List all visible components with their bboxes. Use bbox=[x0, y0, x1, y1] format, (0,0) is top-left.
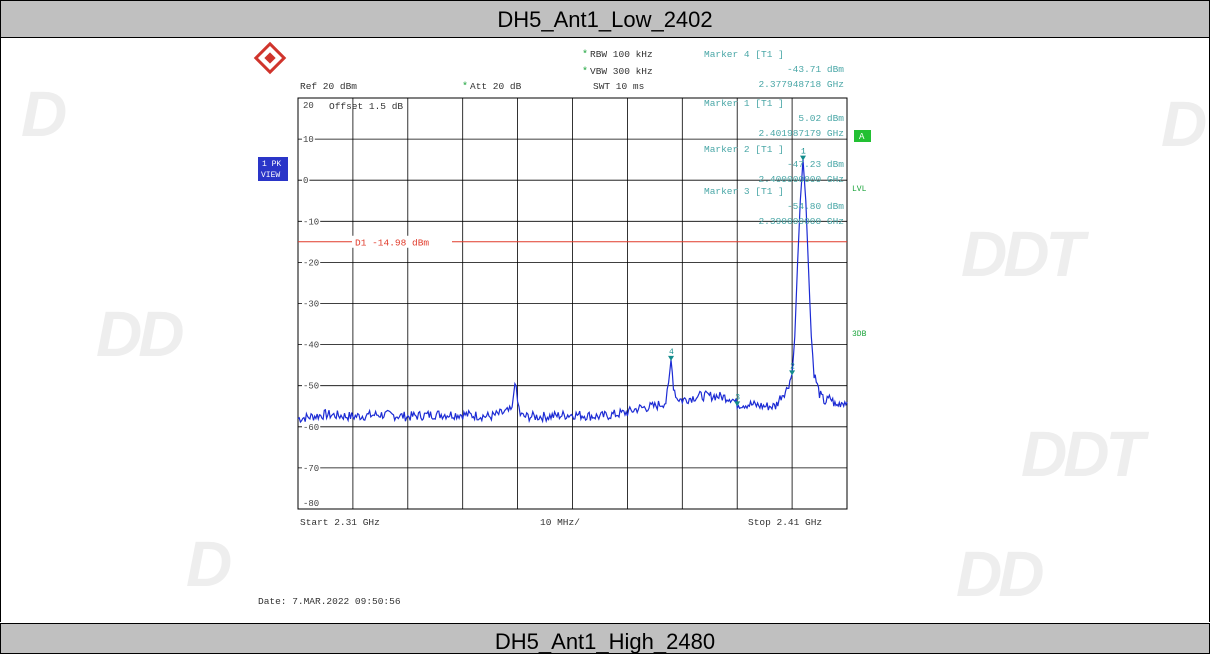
vbw: VBW 300 kHz bbox=[590, 66, 653, 77]
display-line-label-bg bbox=[352, 235, 452, 248]
y-tick-label: -30 bbox=[303, 300, 319, 310]
marker-4-symbol bbox=[668, 355, 675, 361]
attenuation: Att 20 dB bbox=[470, 81, 522, 92]
marker-info-freq: 2.400000000 GHz bbox=[758, 174, 844, 185]
pk-view-box bbox=[258, 157, 288, 181]
marker-3-symbol bbox=[734, 401, 741, 407]
vbw-star: * bbox=[582, 66, 588, 78]
grid bbox=[298, 98, 847, 509]
sweep-time: SWT 10 ms bbox=[593, 81, 644, 92]
rbw-star: * bbox=[582, 49, 588, 61]
y-tick-label-bg bbox=[302, 217, 321, 228]
marker-symbols: 1 2 3 4 bbox=[668, 148, 807, 407]
marker-info-freq: 2.390000000 GHz bbox=[758, 216, 844, 227]
y-tick-label: 0 bbox=[303, 176, 308, 186]
chart-title-bottom: DH5_Ant1_High_2480 bbox=[0, 623, 1210, 654]
marker-info-level: -47.23 dBm bbox=[787, 159, 844, 170]
y-tick-label: 10 bbox=[303, 135, 314, 145]
pk-label: 1 PK bbox=[262, 160, 281, 169]
y-tick-label: -70 bbox=[303, 464, 319, 474]
y-tick-label: -60 bbox=[303, 423, 319, 433]
a-badge bbox=[854, 130, 871, 142]
lvl-label: LVL bbox=[852, 185, 867, 194]
marker-2-label: 2 bbox=[790, 362, 795, 371]
stop-freq: Stop 2.41 GHz bbox=[748, 517, 822, 528]
marker-3-label: 3 bbox=[735, 393, 740, 402]
y-tick-label: -50 bbox=[303, 382, 319, 392]
date-stamp: Date: 7.MAR.2022 09:50:56 bbox=[258, 596, 401, 607]
display-line-label: D1 -14.98 dBm bbox=[355, 237, 429, 248]
rbw: RBW 100 kHz bbox=[590, 49, 653, 60]
marker-1-label: 1 bbox=[801, 148, 806, 157]
marker-info-freq: 2.401987179 GHz bbox=[758, 128, 844, 139]
y-tick-label-bg bbox=[302, 176, 310, 187]
3db-label: 3DB bbox=[852, 330, 867, 339]
marker-info-level: -54.80 dBm bbox=[787, 201, 844, 212]
ref-level: Ref 20 dBm bbox=[300, 81, 357, 92]
marker-info: Marker 4 [T1 ]-43.71 dBm 2.377948718 GHz M… bbox=[704, 49, 844, 227]
y-tick-label: -80 bbox=[303, 499, 319, 509]
marker-info-level: -43.71 dBm bbox=[787, 64, 844, 75]
a-badge-text: A bbox=[859, 132, 865, 142]
rs-logo bbox=[253, 41, 287, 75]
span-per-div: 10 MHz/ bbox=[540, 517, 580, 528]
spectrum-trace bbox=[297, 159, 848, 424]
y-tick-label-bg bbox=[302, 299, 321, 310]
y-tick-label: -20 bbox=[303, 258, 319, 268]
y-tick-label-bg bbox=[302, 258, 321, 269]
y-tick-label-bg bbox=[302, 135, 315, 146]
marker-info-freq: 2.377948718 GHz bbox=[758, 79, 844, 90]
marker-2-symbol bbox=[789, 370, 796, 376]
marker-4-label: 4 bbox=[669, 348, 674, 357]
chart-title-top: DH5_Ant1_Low_2402 bbox=[0, 0, 1210, 38]
watermark-logo: D bbox=[1161, 88, 1207, 160]
marker-1-symbol bbox=[800, 155, 807, 161]
y-tick-label-bg bbox=[302, 422, 321, 433]
y-tick-label: -10 bbox=[303, 217, 319, 227]
marker-info-label: Marker 3 [T1 ] bbox=[704, 186, 784, 197]
marker-info-label: Marker 2 [T1 ] bbox=[704, 144, 784, 155]
y-tick-label: -40 bbox=[303, 341, 319, 351]
y-tick-label: 20 bbox=[303, 101, 314, 111]
watermark-logo: DDT bbox=[1021, 418, 1145, 490]
watermark-logo: D bbox=[21, 78, 67, 150]
watermark-logo: DD bbox=[96, 298, 184, 370]
y-tick-label-bg bbox=[302, 340, 321, 351]
analyzer-panel: D D DD DDT D DDT DD bbox=[0, 37, 1210, 622]
y-tick-label-bg bbox=[302, 463, 321, 474]
marker-info-level: 5.02 dBm bbox=[798, 113, 844, 124]
view-label: VIEW bbox=[261, 171, 280, 180]
marker-info-label: Marker 1 [T1 ] bbox=[704, 98, 784, 109]
watermark-logo: D bbox=[186, 528, 232, 600]
marker-info-label: Marker 4 [T1 ] bbox=[704, 49, 784, 60]
start-freq: Start 2.31 GHz bbox=[300, 517, 380, 528]
watermark-logo: DDT bbox=[961, 218, 1085, 290]
att-star: * bbox=[462, 81, 468, 93]
offset-text: Offset 1.5 dB bbox=[329, 101, 403, 112]
y-tick-labels: 20 10 0 -10 -20 -30 -40 -50 -60 -70 -80 bbox=[302, 101, 321, 509]
y-tick-label-bg bbox=[302, 381, 321, 392]
watermark-logo: DD bbox=[956, 538, 1044, 610]
